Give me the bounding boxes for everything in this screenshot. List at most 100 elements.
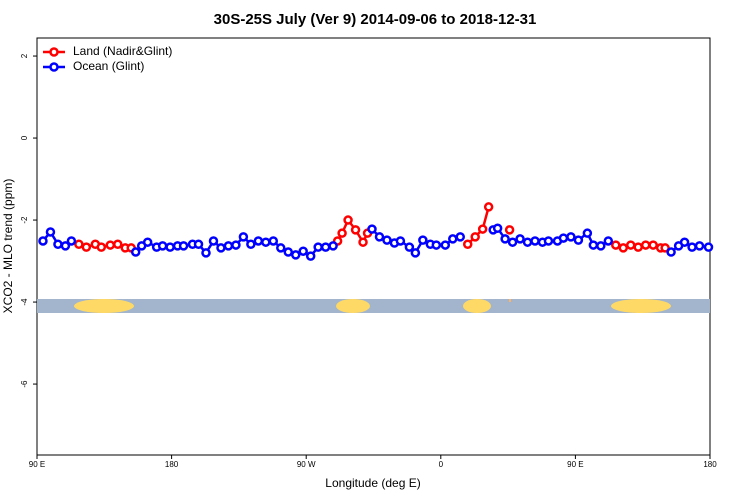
land-strip: [336, 299, 370, 313]
data-point: [418, 235, 428, 245]
data-point: [238, 232, 249, 242]
data-point: [343, 215, 353, 225]
data-point: [492, 223, 503, 234]
data-point: [113, 239, 123, 249]
data-point: [246, 239, 256, 249]
data-point: [66, 236, 77, 246]
data-point: [687, 242, 697, 252]
chart-title: 30S-25S July (Ver 9) 2014-09-06 to 2018-…: [214, 11, 537, 28]
y-axis-title: XCO2 - MLO trend (ppm): [1, 179, 15, 314]
data-point: [404, 242, 415, 252]
data-point: [313, 242, 323, 252]
data-point: [142, 237, 153, 247]
land-strip: [611, 299, 671, 313]
data-point: [276, 243, 286, 253]
y-tick-label: -4: [20, 298, 29, 306]
x-tick-label: 90 E: [567, 460, 583, 469]
data-point: [588, 240, 599, 250]
data-point: [500, 234, 510, 244]
data-point: [38, 236, 48, 246]
data-point: [640, 240, 651, 250]
data-point: [268, 236, 279, 246]
data-point: [395, 236, 406, 246]
data-point: [455, 232, 465, 242]
x-axis-title: Longitude (deg E): [325, 476, 420, 490]
data-point: [320, 242, 331, 252]
ocean-strip: [37, 299, 710, 313]
data-point: [611, 240, 621, 250]
x-tick-label: 90 E: [29, 460, 45, 469]
data-point: [305, 251, 316, 261]
data-point: [660, 243, 670, 253]
data-point: [504, 225, 515, 235]
data-point: [358, 237, 368, 247]
data-point: [60, 241, 71, 251]
data-point: [530, 236, 540, 246]
data-point: [208, 236, 219, 246]
data-point: [253, 236, 264, 246]
data-point: [81, 242, 92, 252]
data-point: [105, 240, 116, 250]
legend-label: Ocean (Glint): [73, 59, 144, 73]
data-point: [216, 243, 226, 253]
data-point: [483, 202, 494, 212]
data-point: [283, 247, 294, 257]
data-point: [573, 235, 584, 245]
y-tick-label: 0: [20, 135, 29, 140]
x-tick-label: 180: [703, 460, 717, 469]
data-point: [261, 237, 271, 247]
data-point: [367, 224, 377, 234]
x-tick-label: 0: [439, 460, 444, 469]
land-strip: [74, 299, 134, 313]
data-point: [74, 239, 84, 249]
y-tick-label: 2: [20, 53, 29, 58]
data-point: [165, 242, 175, 252]
data-point: [679, 237, 690, 247]
data-point: [703, 242, 714, 252]
legend-label: Land (Nadir&Glint): [73, 44, 172, 58]
data-point: [558, 233, 569, 243]
x-tick-label: 90 W: [297, 460, 316, 469]
data-point: [440, 240, 451, 250]
data-point: [477, 224, 488, 234]
data-point: [178, 241, 189, 251]
data-point: [223, 241, 234, 251]
land-strip: [509, 299, 511, 302]
data-point: [201, 248, 211, 258]
x-tick-label: 180: [165, 460, 179, 469]
data-point: [374, 232, 385, 242]
data-point: [45, 227, 56, 237]
legend-marker: [49, 47, 59, 57]
data-point: [566, 232, 576, 242]
data-point: [543, 236, 554, 246]
land-ocean-strip: [37, 299, 710, 313]
data-point: [648, 240, 658, 250]
data-point: [130, 247, 141, 257]
data-point: [410, 248, 421, 258]
data-point: [515, 234, 525, 244]
data-point: [328, 241, 338, 251]
data-point: [290, 250, 301, 260]
data-point: [596, 241, 606, 251]
land-strip: [463, 299, 491, 313]
data-point: [298, 246, 308, 256]
y-tick-label: -2: [20, 216, 29, 224]
data-point: [448, 234, 458, 244]
legend-marker: [49, 62, 59, 72]
data-point: [694, 241, 705, 251]
data-point: [96, 242, 107, 252]
data-point: [522, 237, 533, 247]
data-point: [666, 247, 676, 257]
data-point: [462, 239, 473, 249]
data-point: [582, 228, 593, 238]
data-point: [350, 225, 361, 235]
data-point: [603, 236, 614, 246]
data-point: [507, 237, 518, 247]
data-point: [337, 228, 347, 238]
data-point: [625, 240, 636, 250]
data-point: [470, 232, 480, 242]
data-point: [618, 243, 629, 253]
data-point: [53, 239, 63, 249]
y-tick-label: -6: [20, 380, 29, 388]
